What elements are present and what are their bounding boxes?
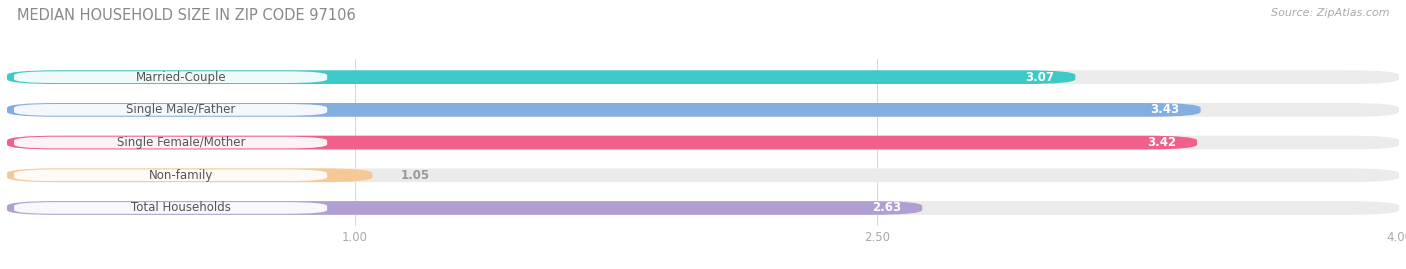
FancyBboxPatch shape	[7, 70, 1076, 84]
FancyBboxPatch shape	[14, 71, 328, 83]
Text: 1.05: 1.05	[401, 169, 429, 182]
Text: 3.42: 3.42	[1147, 136, 1177, 149]
Text: Single Female/Mother: Single Female/Mother	[117, 136, 245, 149]
Text: 3.07: 3.07	[1025, 71, 1054, 84]
Text: MEDIAN HOUSEHOLD SIZE IN ZIP CODE 97106: MEDIAN HOUSEHOLD SIZE IN ZIP CODE 97106	[17, 8, 356, 23]
Text: Married-Couple: Married-Couple	[136, 71, 226, 84]
FancyBboxPatch shape	[14, 202, 328, 214]
Text: 2.63: 2.63	[872, 201, 901, 214]
FancyBboxPatch shape	[7, 136, 1197, 150]
Text: Non-family: Non-family	[149, 169, 214, 182]
Text: Source: ZipAtlas.com: Source: ZipAtlas.com	[1271, 8, 1389, 18]
FancyBboxPatch shape	[7, 201, 922, 215]
FancyBboxPatch shape	[7, 168, 373, 182]
FancyBboxPatch shape	[14, 169, 328, 181]
FancyBboxPatch shape	[7, 201, 1399, 215]
FancyBboxPatch shape	[14, 104, 328, 116]
FancyBboxPatch shape	[7, 103, 1399, 117]
Text: Total Households: Total Households	[131, 201, 231, 214]
FancyBboxPatch shape	[7, 136, 1399, 150]
FancyBboxPatch shape	[14, 137, 328, 148]
FancyBboxPatch shape	[7, 70, 1399, 84]
Text: Single Male/Father: Single Male/Father	[127, 103, 236, 116]
Text: 3.43: 3.43	[1150, 103, 1180, 116]
FancyBboxPatch shape	[7, 103, 1201, 117]
FancyBboxPatch shape	[7, 168, 1399, 182]
